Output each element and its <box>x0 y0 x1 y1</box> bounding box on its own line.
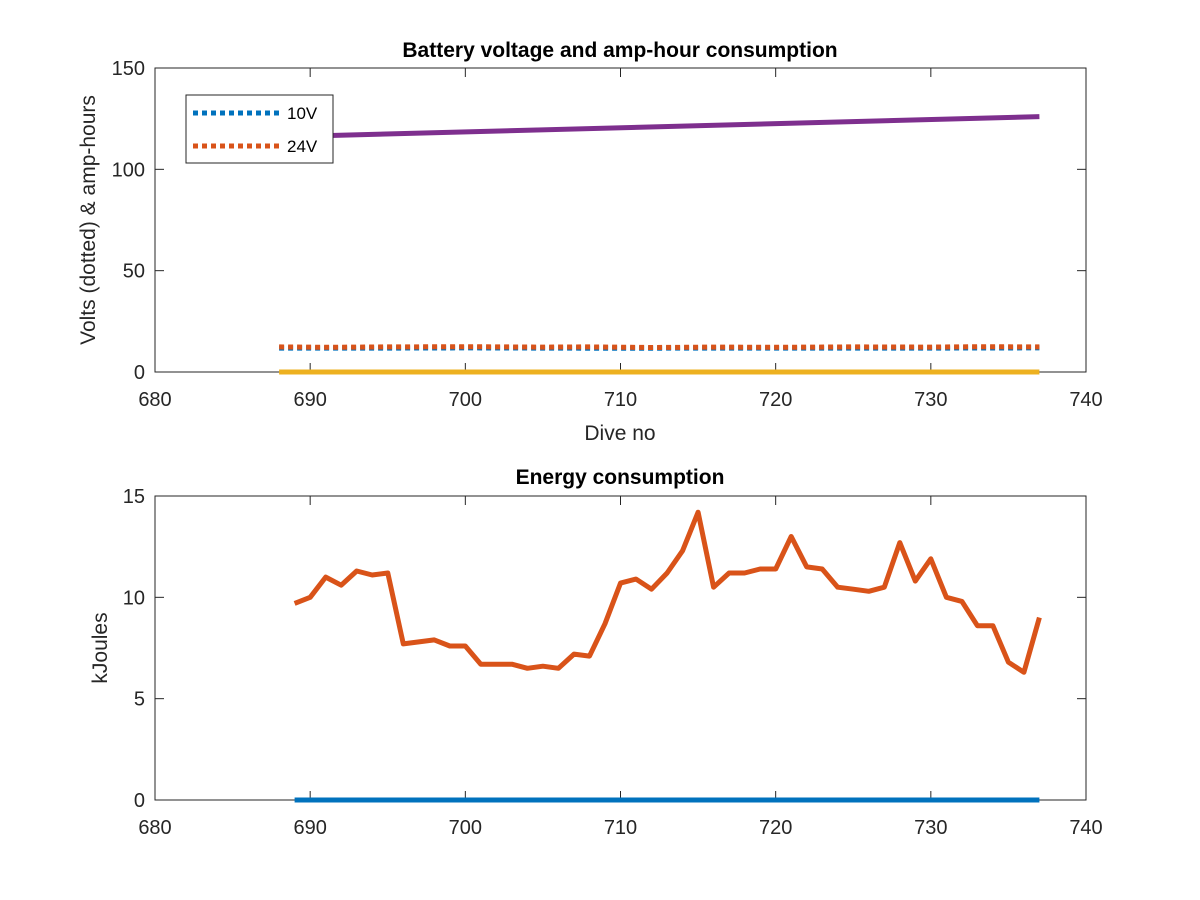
battery-x-tick-label: 720 <box>759 389 792 411</box>
energy-x-tick-label: 730 <box>914 817 947 839</box>
battery-y-axis-label: Volts (dotted) & amp-hours <box>77 95 100 345</box>
energy-y-axis-label: kJoules <box>89 612 112 683</box>
battery-x-tick-label: 680 <box>138 389 171 411</box>
legend-label-24v: 24V <box>287 137 318 156</box>
energy-x-tick-label: 710 <box>604 817 637 839</box>
energy-y-tick-label: 15 <box>123 486 145 508</box>
legend-box <box>185 94 334 164</box>
energy-series-0-line <box>293 509 1042 675</box>
battery-chart-title: Battery voltage and amp-hour consumption <box>402 39 837 62</box>
energy-y-tick-label: 0 <box>134 790 145 812</box>
battery-x-axis-label: Dive no <box>584 422 655 445</box>
energy-x-tick-label: 680 <box>138 817 171 839</box>
battery-x-tick-label: 740 <box>1069 389 1102 411</box>
battery-x-tick-label: 690 <box>293 389 326 411</box>
battery-y-tick-label: 0 <box>134 362 145 384</box>
energy-ticks: 680 690 700 710 720 730 740 0 5 10 15 <box>123 486 1103 839</box>
battery-y-tick-label: 150 <box>112 58 145 80</box>
battery-series-2-line <box>279 114 1040 140</box>
battery-legend: 10V 24V <box>185 94 334 164</box>
battery-x-tick-label: 700 <box>449 389 482 411</box>
battery-chart: 680 690 700 710 720 730 740 0 50 100 150 Battery v… <box>77 39 1103 445</box>
battery-x-tick-label: 730 <box>914 389 947 411</box>
battery-x-tick-label: 710 <box>604 389 637 411</box>
energy-x-tick-label: 720 <box>759 817 792 839</box>
battery-y-tick-label: 50 <box>123 261 145 283</box>
energy-x-tick-label: 690 <box>293 817 326 839</box>
energy-y-tick-label: 10 <box>123 587 145 609</box>
energy-chart-title: Energy consumption <box>516 466 725 489</box>
energy-x-tick-label: 740 <box>1069 817 1102 839</box>
energy-series <box>293 509 1042 803</box>
battery-series-24v-line <box>279 344 1040 350</box>
battery-y-tick-label: 100 <box>112 159 145 181</box>
legend-label-10v: 10V <box>287 104 318 123</box>
energy-x-tick-label: 700 <box>449 817 482 839</box>
energy-y-tick-label: 5 <box>134 689 145 711</box>
battery-series <box>279 114 1040 375</box>
energy-chart: 680 690 700 710 720 730 740 0 5 10 15 Energy consu… <box>89 466 1103 839</box>
